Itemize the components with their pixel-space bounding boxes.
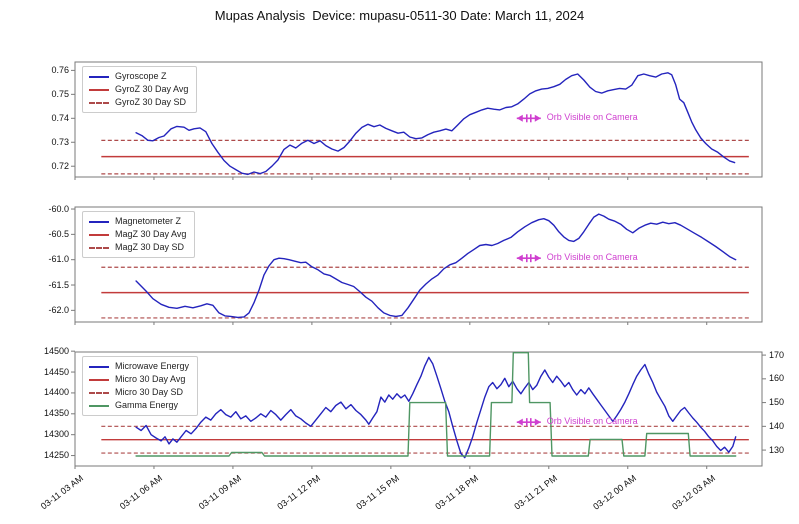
legend-line-sample-icon bbox=[89, 391, 109, 394]
legend-item: Micro 30 Day SD bbox=[89, 386, 189, 399]
y-tick-label-right: 150 bbox=[769, 397, 785, 408]
legend-item: Gamma Energy bbox=[89, 399, 189, 412]
legend-item: Microwave Energy bbox=[89, 360, 189, 373]
legend-item: MagZ 30 Day SD bbox=[89, 241, 186, 254]
legend-line-sample-icon bbox=[89, 220, 109, 223]
orb-visible-annotation: Orb Visible on Camera bbox=[546, 252, 638, 263]
legend-item-label: GyroZ 30 Day Avg bbox=[115, 84, 189, 95]
legend-line-sample-icon bbox=[89, 246, 109, 249]
legend-item-label: Micro 30 Day Avg bbox=[115, 374, 186, 385]
gyroscope-z-line bbox=[135, 72, 736, 176]
orb-arrow-head bbox=[516, 418, 523, 426]
legend-item-label: MagZ 30 Day SD bbox=[115, 242, 185, 253]
legend-line-sample-icon bbox=[89, 101, 109, 104]
magnetometer-z-line bbox=[135, 213, 737, 319]
y-tick-label-right: 140 bbox=[769, 420, 785, 431]
y-tick-label: 14250 bbox=[43, 450, 69, 461]
y-tick-label: 14450 bbox=[43, 366, 69, 377]
legend-item-label: Gamma Energy bbox=[115, 400, 179, 411]
gamma-energy-line bbox=[135, 352, 737, 457]
orb-arrow-head bbox=[516, 114, 523, 122]
legend-line-sample-icon bbox=[89, 75, 109, 78]
orb-arrow-head bbox=[534, 418, 541, 426]
y-tick-label: -61.5 bbox=[48, 279, 69, 290]
y-tick-label-right: 160 bbox=[769, 373, 785, 384]
y-tick-label: 0.73 bbox=[51, 136, 69, 147]
legend-item-label: Magnetometer Z bbox=[115, 216, 182, 226]
legend-line-sample-icon bbox=[89, 378, 109, 381]
orb-arrow-head bbox=[534, 114, 541, 122]
legend-item: GyroZ 30 Day SD bbox=[89, 96, 188, 109]
y-tick-label: 0.75 bbox=[51, 88, 69, 99]
orb-arrow-head bbox=[534, 254, 541, 262]
legend-item: GyroZ 30 Day Avg bbox=[89, 83, 188, 96]
y-tick-label: 0.76 bbox=[51, 64, 69, 75]
legend-item-label: MagZ 30 Day Avg bbox=[115, 229, 187, 240]
orb-visible-annotation: Orb Visible on Camera bbox=[546, 112, 638, 123]
orb-visible-annotation: Orb Visible on Camera bbox=[546, 416, 638, 427]
orb-interval-arrow-icon bbox=[516, 114, 541, 123]
orb-interval-arrow-icon bbox=[516, 254, 541, 263]
y-tick-label: 14500 bbox=[43, 345, 69, 356]
legend-line-sample-icon bbox=[89, 404, 109, 407]
y-tick-label: 14300 bbox=[43, 429, 69, 440]
legend-item: Gyroscope Z bbox=[89, 70, 188, 83]
figure-title: Mupas Analysis Device: mupasu-0511-30 Da… bbox=[214, 8, 585, 23]
legend: Magnetometer Z MagZ 30 Day Avg MagZ 30 Day… bbox=[82, 211, 196, 259]
y-tick-label: -60.0 bbox=[48, 203, 69, 214]
legend-item-label: Gyroscope Z bbox=[115, 71, 167, 81]
y-tick-label-right: 130 bbox=[769, 444, 785, 455]
axes-frame bbox=[74, 206, 763, 323]
legend-item: Magnetometer Z bbox=[89, 215, 186, 228]
legend-item-label: Microwave Energy bbox=[115, 361, 190, 371]
y-tick-label: 0.72 bbox=[51, 160, 69, 171]
y-tick-label: -61.0 bbox=[48, 254, 69, 265]
legend-line-sample-icon bbox=[89, 233, 109, 236]
microwave-energy-line bbox=[135, 356, 737, 459]
legend-item: Micro 30 Day Avg bbox=[89, 373, 189, 386]
y-tick-label: 14350 bbox=[43, 408, 69, 419]
y-tick-label: -60.5 bbox=[48, 228, 69, 239]
y-tick-label: -62.0 bbox=[48, 304, 69, 315]
y-tick-label: 0.74 bbox=[51, 112, 69, 123]
orb-arrow-head bbox=[516, 254, 523, 262]
legend: Microwave Energy Micro 30 Day Avg Micro 30… bbox=[82, 356, 199, 417]
legend-item-label: Micro 30 Day SD bbox=[115, 387, 184, 398]
orb-interval-arrow-icon bbox=[516, 418, 541, 427]
legend-item: MagZ 30 Day Avg bbox=[89, 228, 186, 241]
legend-item-label: GyroZ 30 Day SD bbox=[115, 97, 187, 108]
legend: Gyroscope Z GyroZ 30 Day Avg GyroZ 30 Day … bbox=[82, 66, 198, 114]
legend-line-sample-icon bbox=[89, 365, 109, 368]
axes-frame bbox=[74, 61, 763, 178]
y-tick-label: 14400 bbox=[43, 387, 69, 398]
legend-line-sample-icon bbox=[89, 88, 109, 91]
y-tick-label-right: 170 bbox=[769, 349, 785, 360]
axes-frame bbox=[74, 351, 763, 467]
